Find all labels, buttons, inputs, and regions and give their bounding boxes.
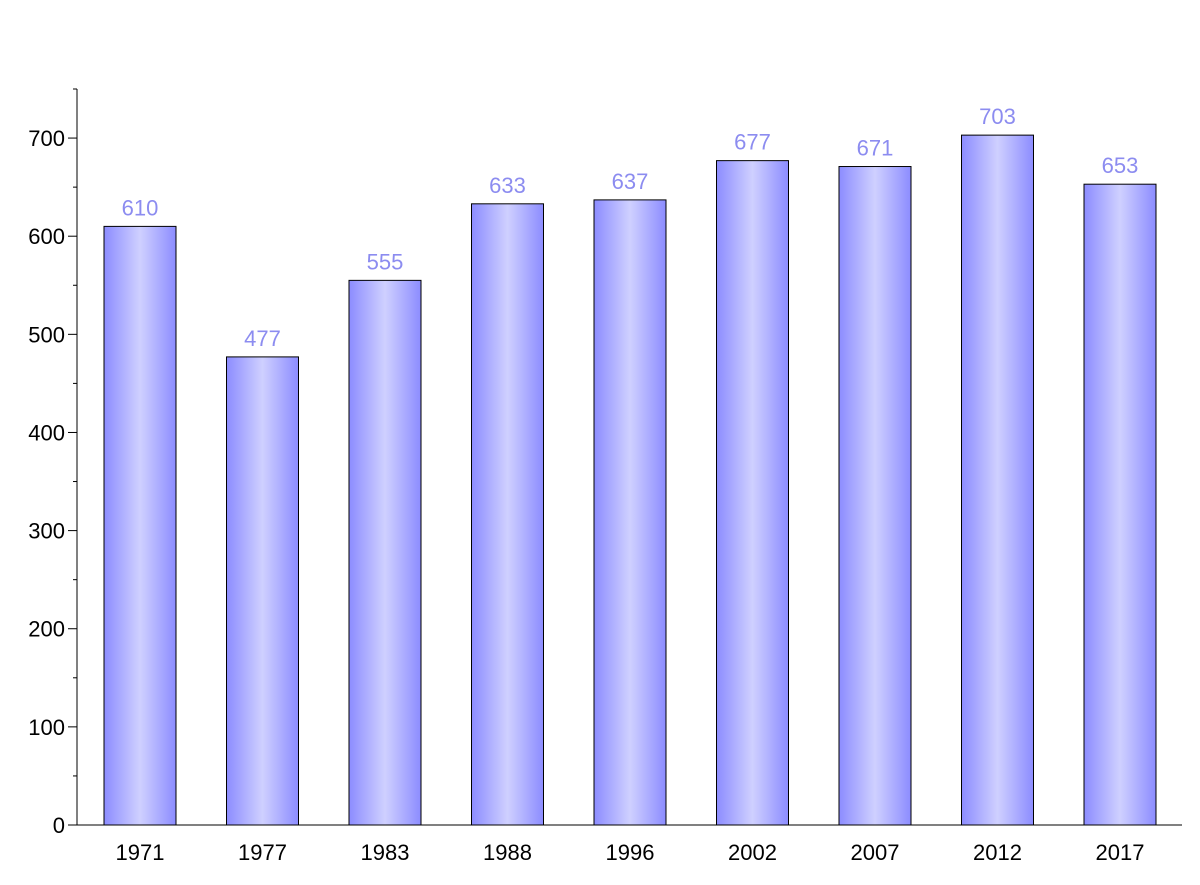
bar-2007 xyxy=(838,166,912,826)
data-label-2017: 653 xyxy=(1102,153,1139,178)
y-tick-label: 700 xyxy=(28,126,65,151)
bar-1988 xyxy=(471,203,544,826)
y-tick-label: 400 xyxy=(28,420,65,445)
y-tick-label: 200 xyxy=(28,617,65,642)
x-tick-label: 2002 xyxy=(728,840,777,865)
x-tick-label: 1977 xyxy=(238,840,287,865)
data-label-1983: 555 xyxy=(367,249,404,274)
data-label-1977: 477 xyxy=(244,326,281,351)
bar-2012 xyxy=(961,134,1034,826)
x-tick-label: 1988 xyxy=(483,840,532,865)
bar-1996 xyxy=(593,199,667,826)
x-tick-label: 2007 xyxy=(851,840,900,865)
y-tick-label: 600 xyxy=(28,224,65,249)
bar-1971 xyxy=(103,225,177,826)
data-label-2007: 671 xyxy=(857,136,894,161)
data-label-1971: 610 xyxy=(122,195,159,220)
y-tick-label: 500 xyxy=(28,322,65,347)
y-tick-label: 300 xyxy=(28,519,65,544)
x-tick-label: 1996 xyxy=(606,840,655,865)
data-label-2012: 703 xyxy=(979,104,1016,129)
x-tick-label: 1971 xyxy=(116,840,165,865)
data-labels: 610 477 555 633 637 677 671 703 653 xyxy=(122,104,1139,351)
y-tick-label: 0 xyxy=(53,813,65,838)
bars xyxy=(103,134,1157,826)
x-tick-label: 2017 xyxy=(1096,840,1145,865)
x-tick-label: 1983 xyxy=(361,840,410,865)
bar-1983 xyxy=(348,279,422,826)
data-label-1996: 637 xyxy=(612,169,649,194)
data-label-2002: 677 xyxy=(734,130,771,155)
x-tick-label: 2012 xyxy=(973,840,1022,865)
bar-2017 xyxy=(1083,183,1157,826)
y-axis: 0 100 200 300 400 500 600 700 xyxy=(28,88,78,838)
data-label-1988: 633 xyxy=(489,173,526,198)
x-axis: 1971 1977 1983 1988 1996 2002 2007 2012 2017 xyxy=(77,824,1182,865)
y-tick-label: 100 xyxy=(28,715,65,740)
bar-1977 xyxy=(226,356,299,826)
bar-2002 xyxy=(716,160,789,826)
